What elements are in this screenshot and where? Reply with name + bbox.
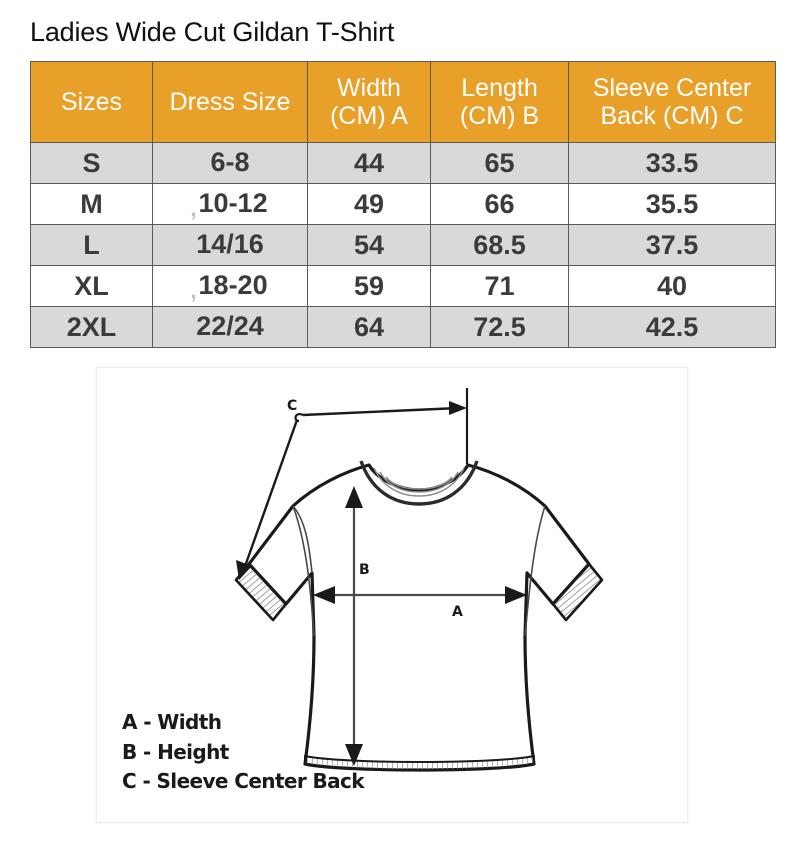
- cell-width: 44: [307, 142, 431, 184]
- column-header-line2: (CM) A: [330, 102, 408, 130]
- column-header-line1: Sleeve Center: [592, 74, 752, 102]
- legend-item-b: B - Height: [122, 739, 229, 764]
- cell-dress-size: 6-8: [152, 142, 308, 184]
- cell-sleeve: 42.5: [568, 306, 776, 348]
- cell-width: 49: [307, 183, 431, 225]
- cell-dress-size-value: 6-8: [210, 147, 250, 177]
- tshirt-right-cuff-icon: [551, 562, 604, 622]
- cell-size: 2XL: [30, 306, 153, 348]
- cell-length: 68.5: [430, 224, 569, 266]
- column-header-line2: (CM) B: [459, 102, 540, 130]
- cell-dress-size-value: 14/16: [196, 229, 264, 259]
- cell-dress-size-value: 18-20: [198, 270, 268, 300]
- column-header-line1: Sizes: [60, 88, 123, 116]
- column-header-line1: Length: [461, 74, 538, 102]
- cell-length: 71: [430, 265, 569, 307]
- measurement-label-c: C: [287, 398, 297, 414]
- cell-size: L: [30, 224, 153, 266]
- tshirt-collar-icon: [359, 460, 479, 506]
- cell-size: S: [30, 142, 153, 184]
- table-row: S 6-8 44 65 33.5: [30, 142, 776, 184]
- tshirt-hem-band: [304, 755, 535, 771]
- cell-dress-size-value: 22/24: [196, 311, 264, 341]
- cell-size: M: [30, 183, 153, 225]
- measurement-legend: A - Width B - Height C - Sleeve Center B…: [122, 708, 365, 797]
- table-row: M ,10-12 49 66 35.5: [30, 183, 776, 225]
- legend-item-a: A - Width: [122, 710, 222, 734]
- column-header-dress-size: Dress Size: [152, 61, 308, 143]
- column-header-length: Length (CM) B: [430, 61, 569, 143]
- cell-length: 72.5: [430, 306, 569, 348]
- cell-size: XL: [30, 265, 153, 307]
- scan-artifact-comma: ,: [190, 278, 197, 303]
- cell-dress-size: ,10-12: [152, 183, 308, 225]
- cell-sleeve: 40: [568, 265, 776, 307]
- table-header-row: Sizes Dress Size Width (CM) A Length (CM…: [30, 61, 776, 143]
- table-row: L 14/16 54 68.5 37.5: [30, 224, 776, 266]
- cell-dress-size: 22/24: [152, 306, 308, 348]
- column-header-line2: Back (CM) C: [600, 102, 744, 130]
- table-row: XL ,18-20 59 71 40: [30, 265, 776, 307]
- cell-width: 59: [307, 265, 431, 307]
- cell-dress-size-value: 10-12: [198, 188, 268, 218]
- measurement-b-arrow: B: [345, 486, 370, 766]
- cell-length: 66: [430, 183, 569, 225]
- measurement-c-arrow: C: [236, 388, 469, 580]
- cell-length: 65: [430, 142, 569, 184]
- size-chart-table: Sizes Dress Size Width (CM) A Length (CM…: [30, 61, 776, 348]
- table-row: 2XL 22/24 64 72.5 42.5: [30, 306, 776, 348]
- cell-sleeve: 35.5: [568, 183, 776, 225]
- column-header-sleeve-center-back: Sleeve Center Back (CM) C: [568, 61, 776, 143]
- measurement-label-a: A: [452, 604, 463, 620]
- column-header-line1: Dress Size: [169, 88, 291, 116]
- size-chart-table-container: Sizes Dress Size Width (CM) A Length (CM…: [30, 61, 776, 348]
- column-header-sizes: Sizes: [30, 61, 153, 143]
- cell-width: 54: [307, 224, 431, 266]
- page-title: Ladies Wide Cut Gildan T-Shirt: [30, 17, 395, 47]
- column-header-line1: Width: [337, 74, 401, 102]
- cell-dress-size: 14/16: [152, 224, 308, 266]
- cell-sleeve: 37.5: [568, 224, 776, 266]
- tshirt-sleeve-seams: [292, 505, 546, 637]
- scan-artifact-comma: ,: [190, 196, 197, 221]
- column-header-width: Width (CM) A: [307, 61, 431, 143]
- measurement-a-arrow: A: [313, 586, 527, 620]
- measurement-label-b: B: [359, 562, 370, 578]
- measurement-diagram-panel: C B A A - Width B - Height C - Sleeve Ce…: [96, 367, 688, 823]
- legend-item-c: C - Sleeve Center Back: [122, 769, 365, 794]
- cell-width: 64: [307, 306, 431, 348]
- tshirt-diagram-icon: C B A: [234, 388, 604, 772]
- cell-sleeve: 33.5: [568, 142, 776, 184]
- cell-dress-size: ,18-20: [152, 265, 308, 307]
